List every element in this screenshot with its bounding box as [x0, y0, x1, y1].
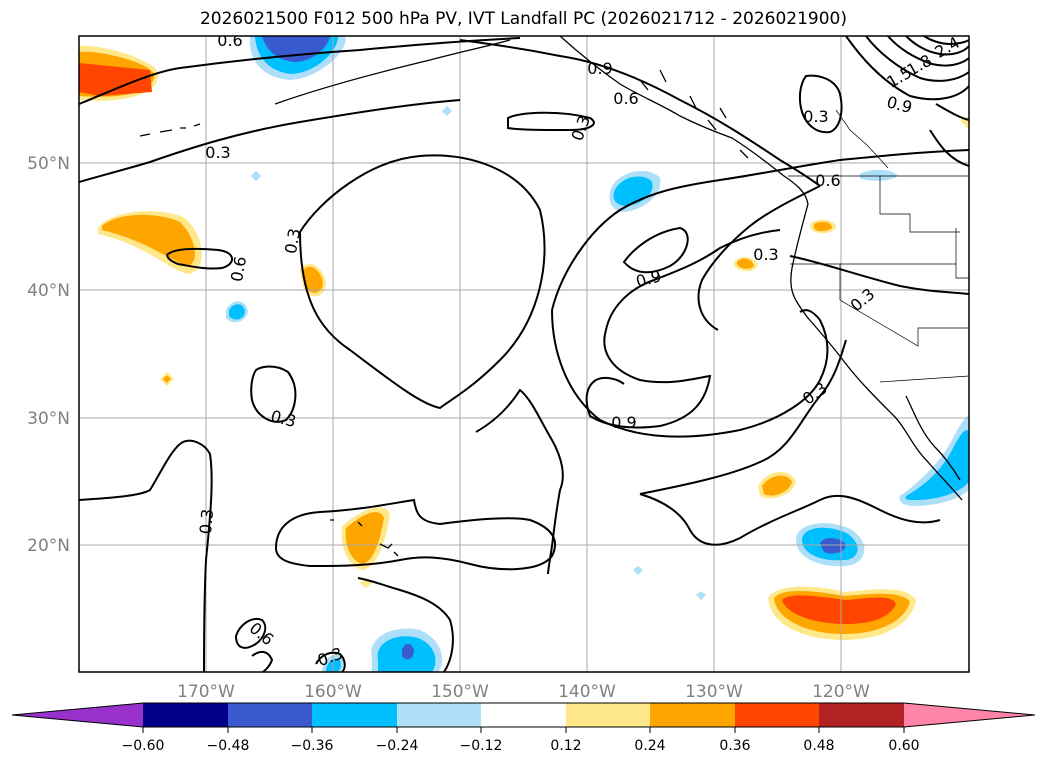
colorbar-tick-label: −0.24	[376, 738, 419, 754]
gridlines	[79, 36, 969, 672]
lon-label: 170°W	[177, 682, 235, 702]
map-title: 2026021500 F012 500 hPa PV, IVT Landfall…	[199, 9, 847, 29]
colorbar-segment	[312, 703, 397, 727]
lat-label: 50°N	[27, 154, 70, 174]
colorbar-segment	[228, 703, 312, 727]
colorbar: −0.60 −0.48 −0.36 −0.24 −0.12 0.12 0.24 …	[11, 702, 1036, 754]
lon-label: 140°W	[558, 682, 616, 702]
contour-label: 0.3	[205, 143, 230, 162]
lat-label: 20°N	[27, 536, 70, 556]
colorbar-tick-label: 0.24	[634, 738, 665, 754]
contour-label: 0.3	[196, 508, 217, 535]
colorbar-segment	[650, 703, 735, 727]
latitude-labels: 50°N 40°N 30°N 20°N	[27, 154, 70, 556]
colorbar-extend-high	[904, 703, 1035, 727]
colorbar-tick-label: −0.48	[207, 738, 250, 754]
colorbar-segment	[566, 703, 650, 727]
colorbar-extend-low	[12, 703, 143, 727]
colorbar-tick-label: 0.48	[803, 738, 834, 754]
contour-label: 0.9	[587, 59, 612, 78]
colorbar-tick-label: 0.12	[550, 738, 581, 754]
colorbar-segment	[819, 703, 904, 727]
colorbar-tick-label: −0.12	[460, 738, 503, 754]
lat-label: 30°N	[27, 409, 70, 429]
colorbar-tick-label: 0.36	[719, 738, 750, 754]
lon-label: 160°W	[304, 682, 362, 702]
contour-label: 0.3	[281, 227, 304, 255]
lon-label: 120°W	[812, 682, 870, 702]
lon-label: 150°W	[431, 682, 489, 702]
colorbar-tick-label: −0.60	[122, 738, 165, 754]
coastlines	[139, 36, 963, 557]
lat-label: 40°N	[27, 281, 70, 301]
map-background	[79, 36, 969, 672]
contour-label: 0.6	[227, 255, 250, 283]
map-frame	[78, 35, 970, 673]
shaded-regions	[79, 36, 969, 672]
contour-label: 0.3	[753, 245, 778, 264]
colorbar-segment	[397, 703, 481, 727]
colorbar-segment	[481, 703, 566, 727]
colorbar-segment	[143, 703, 228, 727]
contour-label: 0.9	[611, 413, 636, 432]
lon-label: 130°W	[685, 682, 743, 702]
colorbar-tick-label: 0.60	[888, 738, 919, 754]
contour-label: 0.6	[217, 31, 242, 50]
colorbar-tick-label: −0.36	[291, 738, 334, 754]
contour-label: 0.3	[803, 107, 828, 126]
colorbar-segment	[735, 703, 819, 727]
contour-label: 0.6	[815, 171, 840, 190]
longitude-labels: 170°W 160°W 150°W 140°W 130°W 120°W	[177, 682, 870, 702]
contour-label: 0.6	[613, 89, 638, 108]
contours	[79, 36, 969, 672]
